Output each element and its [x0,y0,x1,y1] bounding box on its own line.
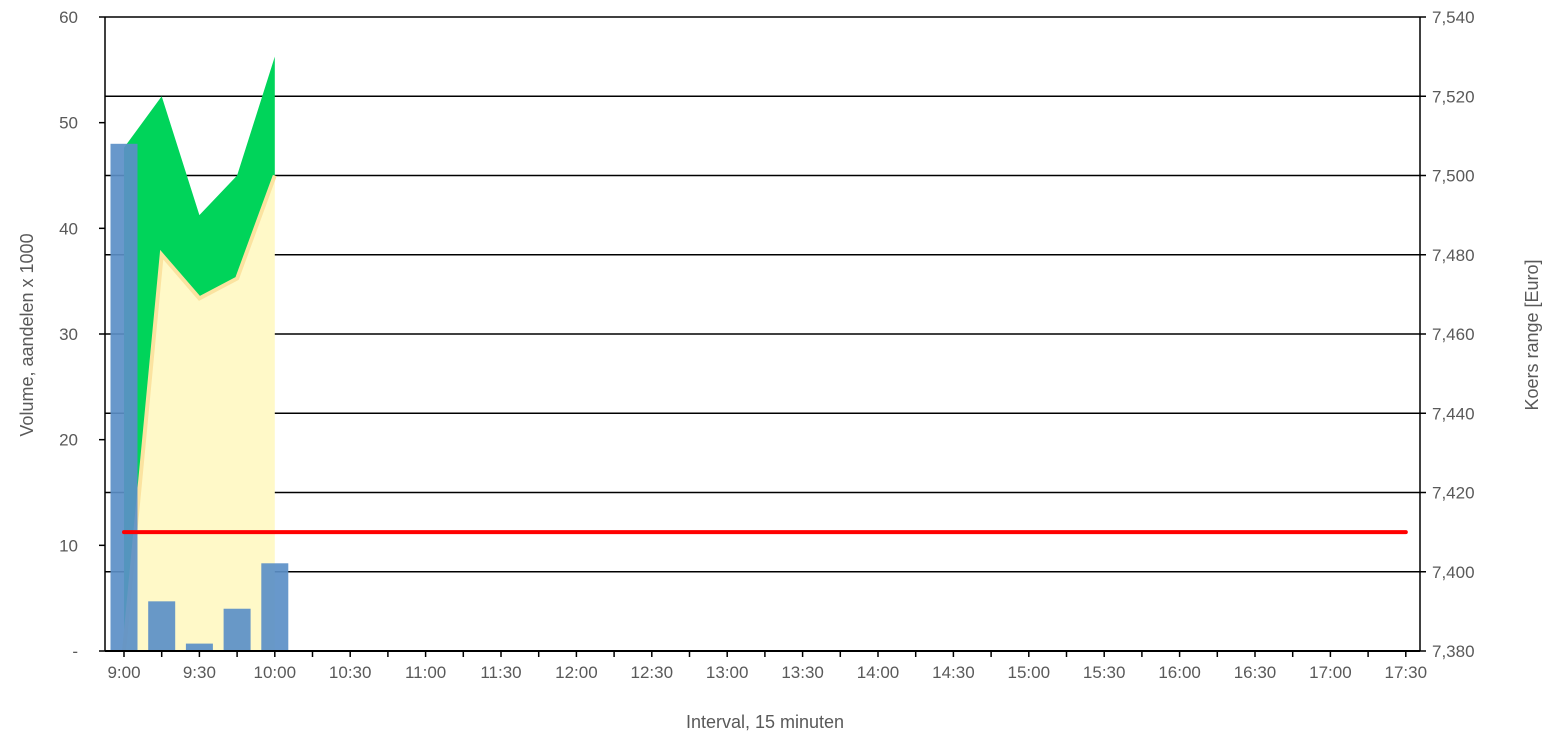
x-tick-label: 17:30 [1385,663,1428,682]
x-tick-label: 9:00 [107,663,140,682]
y-left-axis-title: Volume, aandelen x 1000 [17,233,37,436]
x-tick-label: 16:00 [1158,663,1201,682]
price-areas [124,57,275,651]
volume-bar [224,609,251,651]
y-left-tick-label: 60 [59,8,78,27]
x-tick-label: 13:00 [706,663,749,682]
y-right-tick-label: 7,420 [1432,484,1475,503]
x-axis-title: Interval, 15 minuten [686,712,844,732]
y-right-tick-label: 7,400 [1432,563,1475,582]
x-tick-label: 11:00 [405,663,446,682]
x-tick-label: 10:30 [329,663,372,682]
x-tick-label: 10:00 [254,663,297,682]
y-right-tick-labels: 7,380 7,400 7,420 7,440 7,460 7,480 7,500 7,520… [1432,8,1475,661]
gridlines [105,96,1420,572]
volume-bar [261,563,288,651]
y-left-tick-label: 20 [59,431,78,450]
x-tick-label: 12:00 [555,663,598,682]
y-right-tick-label: 7,380 [1432,642,1475,661]
y-left-tick-label: 50 [59,114,78,133]
x-tick-label: 14:30 [932,663,975,682]
y-left-tick-labels: - 10 20 30 40 50 60 [59,8,78,661]
y-right-tick-label: 7,540 [1432,8,1475,27]
y-right-tick-label: 7,440 [1432,404,1475,423]
volume-bar [111,144,138,651]
y-right-tick-label: 7,460 [1432,325,1475,344]
x-tick-labels: 9:00 9:30 10:00 10:30 11:00 11:30 12:00 12:30 13… [107,663,1427,682]
x-tick-label: 11:30 [480,663,521,682]
x-tick-label: 15:00 [1008,663,1051,682]
x-tick-label: 16:30 [1234,663,1277,682]
y-right-axis-title: Koers range [Euro] [1522,259,1542,410]
y-right-tick-label: 7,500 [1432,167,1475,186]
axes [99,17,1426,657]
volume-bar [148,601,175,651]
x-tick-label: 15:30 [1083,663,1126,682]
volume-bar [186,644,213,651]
x-tick-label: 13:30 [781,663,824,682]
x-tick-label: 17:00 [1309,663,1352,682]
y-left-tick-label: 30 [59,325,78,344]
x-tick-label: 12:30 [631,663,674,682]
x-tick-label: 14:00 [857,663,900,682]
y-left-tick-label: 10 [59,536,78,555]
y-left-tick-label: - [72,642,78,661]
y-right-tick-label: 7,480 [1432,246,1475,265]
y-right-tick-label: 7,520 [1432,87,1475,106]
x-tick-label: 9:30 [183,663,216,682]
y-left-tick-label: 40 [59,219,78,238]
